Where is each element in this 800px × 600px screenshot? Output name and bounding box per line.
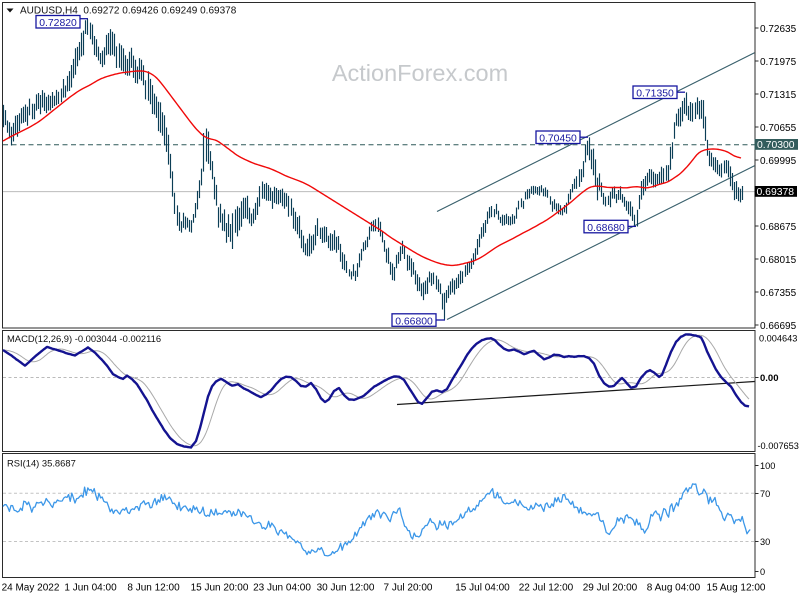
svg-text:15 Jun 20:00: 15 Jun 20:00: [191, 583, 249, 594]
svg-text:22 Jul 12:00: 22 Jul 12:00: [519, 583, 574, 594]
svg-text:0.004643: 0.004643: [759, 333, 797, 343]
svg-text:1 Jun 04:00: 1 Jun 04:00: [64, 583, 117, 594]
svg-text:0.68675: 0.68675: [760, 222, 797, 233]
svg-text:0.69995: 0.69995: [760, 156, 797, 167]
svg-text:MACD(12,26,9) -0.003044 -0.002: MACD(12,26,9) -0.003044 -0.002116: [7, 333, 161, 344]
svg-text:ActionForex.com: ActionForex.com: [332, 60, 508, 86]
svg-text:8 Jun 12:00: 8 Jun 12:00: [127, 583, 180, 594]
svg-text:0.00: 0.00: [760, 373, 779, 384]
svg-text:23 Jun 04:00: 23 Jun 04:00: [253, 583, 311, 594]
svg-text:8 Aug 04:00: 8 Aug 04:00: [647, 583, 701, 594]
svg-text:-0.007653: -0.007653: [758, 441, 799, 451]
svg-text:100: 100: [760, 461, 775, 471]
svg-text:0.67355: 0.67355: [760, 288, 797, 299]
svg-text:0.72820: 0.72820: [39, 18, 77, 29]
svg-text:0.66800: 0.66800: [395, 316, 433, 327]
svg-text:0.68015: 0.68015: [760, 255, 797, 266]
svg-text:0.68680: 0.68680: [587, 223, 625, 234]
svg-text:0: 0: [760, 567, 765, 577]
svg-text:30 Jun 12:00: 30 Jun 12:00: [317, 583, 375, 594]
svg-text:15 Jul 04:00: 15 Jul 04:00: [455, 583, 510, 594]
svg-text:0.69378: 0.69378: [757, 187, 795, 198]
svg-text:RSI(14) 35.8687: RSI(14) 35.8687: [7, 458, 76, 469]
svg-text:0.71350: 0.71350: [636, 89, 674, 100]
svg-text:0.71975: 0.71975: [760, 57, 797, 68]
svg-text:30: 30: [760, 537, 770, 547]
svg-text:0.66695: 0.66695: [760, 321, 797, 332]
svg-text:7 Jul 20:00: 7 Jul 20:00: [384, 583, 433, 594]
svg-text:0.70655: 0.70655: [760, 123, 797, 134]
svg-text:0.72635: 0.72635: [760, 24, 797, 35]
svg-text:24 May 2022: 24 May 2022: [2, 583, 60, 594]
svg-text:0.70300: 0.70300: [757, 140, 795, 151]
svg-text:0.70450: 0.70450: [539, 134, 577, 145]
svg-text:0.71315: 0.71315: [760, 90, 797, 101]
svg-text:70: 70: [760, 489, 770, 499]
svg-text:15 Aug 12:00: 15 Aug 12:00: [707, 583, 766, 594]
svg-text:29 Jul 20:00: 29 Jul 20:00: [583, 583, 638, 594]
svg-text:AUDUSD,H4 0.69272 0.69426 0.6: AUDUSD,H4 0.69272 0.69426 0.69249 0.6937…: [20, 6, 237, 17]
